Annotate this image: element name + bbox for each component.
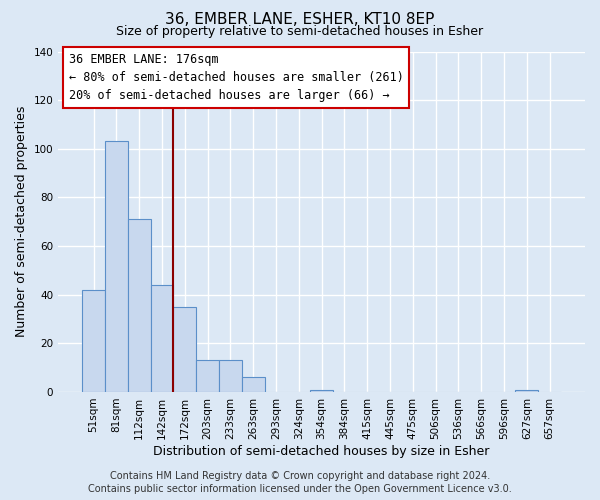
Bar [105,142,128,392]
Text: Size of property relative to semi-detached houses in Esher: Size of property relative to semi-detach… [116,25,484,38]
Bar [82,290,105,392]
Bar [515,390,538,392]
Bar [151,285,173,392]
Bar [219,360,242,392]
Bar [196,360,219,392]
Bar [242,378,265,392]
Bar [310,390,333,392]
Text: Contains HM Land Registry data © Crown copyright and database right 2024.
Contai: Contains HM Land Registry data © Crown c… [88,471,512,494]
Bar [128,220,151,392]
Text: 36, EMBER LANE, ESHER, KT10 8EP: 36, EMBER LANE, ESHER, KT10 8EP [166,12,434,28]
X-axis label: Distribution of semi-detached houses by size in Esher: Distribution of semi-detached houses by … [154,444,490,458]
Bar [173,307,196,392]
Y-axis label: Number of semi-detached properties: Number of semi-detached properties [15,106,28,338]
Text: 36 EMBER LANE: 176sqm
← 80% of semi-detached houses are smaller (261)
20% of sem: 36 EMBER LANE: 176sqm ← 80% of semi-deta… [69,53,404,102]
